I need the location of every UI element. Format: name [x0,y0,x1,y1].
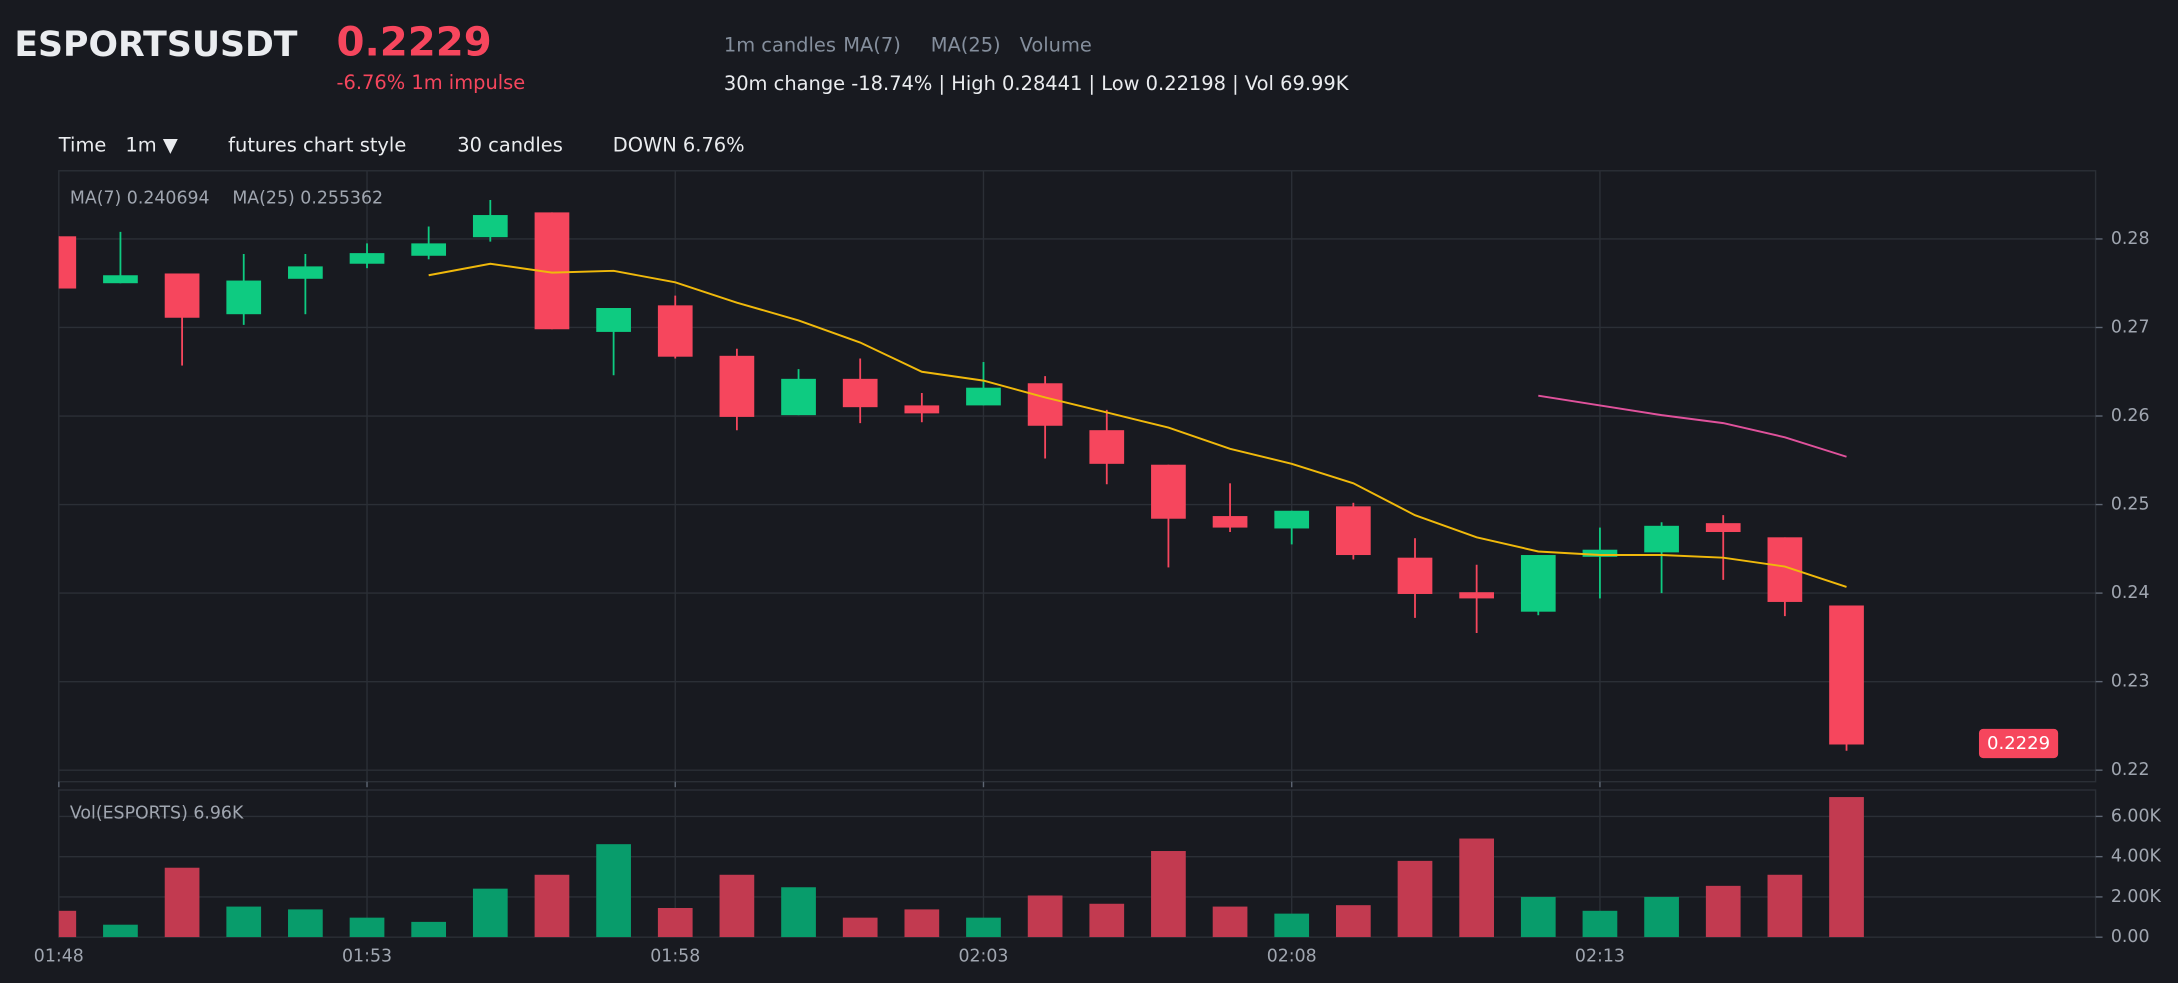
volume-bar [596,844,631,938]
toolbar-label: Time [58,133,107,156]
x-tick-label: 02:08 [1267,947,1317,967]
volume-bar [1212,906,1248,938]
x-tick-label: 01:53 [342,947,392,967]
candle-body [1027,383,1063,426]
y-tick-label: 6.00K [2111,806,2162,826]
candle-body [904,405,940,414]
volume-bar [1089,903,1125,938]
volume-bar [1151,851,1186,938]
volume-bar [657,907,693,938]
candle-body [657,305,693,357]
legend-item: 1m candles [724,33,836,56]
volume-bar [904,909,940,938]
candle-body [58,236,77,289]
volume-bar [534,874,570,938]
candle-body [103,275,138,284]
candle-body [1397,557,1433,594]
volume-bar [1767,874,1803,938]
y-tick-label: 2.00K [2111,887,2162,907]
volume-bar [966,917,1001,938]
price-tag [1978,728,2059,759]
candle-body [472,215,508,238]
candle-body [1274,510,1310,529]
volume-bar [719,874,755,938]
y-tick-label: 0.25 [2111,495,2150,515]
candle-body [164,273,200,318]
volume-bar [411,921,447,938]
candle-body [288,266,323,279]
candle-body [1829,605,1864,745]
legend-item: Volume [1020,33,1092,56]
price-plot [58,170,2096,782]
volume-bar [1829,797,1864,938]
volume-bar [472,888,508,938]
volume-bar [1644,896,1679,938]
candle-count: 30 candles [457,133,563,156]
legend-item: MA(7) [843,33,901,56]
volume-plot [58,790,2096,938]
y-tick-label: 0.28 [2111,229,2150,249]
candle-body [1705,523,1741,533]
candle-body [411,243,447,256]
chart-style[interactable]: futures chart style [228,133,406,156]
candle-body [842,378,878,408]
candle-body [1644,525,1679,553]
candle-body [719,355,755,417]
volume-bar [226,906,262,938]
candle-body [781,378,816,416]
x-tick-label: 02:03 [958,947,1008,967]
y-tick-label: 0.24 [2111,583,2150,603]
x-tick-label: 01:48 [34,947,84,967]
x-tick-label: 01:58 [650,947,700,967]
candle-body [1151,464,1186,519]
candle-body [349,253,385,264]
candle-body [226,280,262,315]
y-tick-label: 0.23 [2111,672,2150,692]
y-tick-label: 0.22 [2111,760,2150,780]
volume-bar [842,917,878,938]
candle-body [1459,592,1495,599]
volume-bar [349,917,385,938]
volume-bar [1459,838,1495,938]
y-tick-label: 4.00K [2111,847,2162,867]
volume-bar [1335,905,1371,938]
y-tick-label: 0.27 [2111,317,2150,337]
volume-bar [1582,910,1618,938]
volume-bar [164,867,200,938]
volume-bar [58,910,77,938]
last-price: 0.2229 [336,19,491,65]
volume-bar [781,887,816,938]
ma-label: MA(7) 0.240694 [70,189,210,209]
ma-line [1538,394,1847,458]
volume-bar [1274,913,1310,938]
direction: DOWN 6.76% [613,133,745,156]
volume-label: Vol(ESPORTS) 6.96K [70,804,244,824]
price-tag-text: 0.2229 [1987,733,2050,754]
y-tick-label: 0.00 [2111,927,2150,947]
candle-body [1520,555,1556,612]
volume-bar [103,924,138,938]
candle-body [1582,549,1618,557]
legend-item: MA(25) [931,33,1001,56]
symbol: ESPORTSUSDT [14,25,297,65]
candle-body [1089,430,1125,464]
ma-line [428,262,1847,588]
impulse: -6.76% 1m impulse [336,71,525,94]
ma-label: MA(25) 0.255362 [232,189,383,209]
candle-body [1335,506,1371,556]
volume-bar [1705,885,1741,938]
volume-bar [1027,895,1063,938]
volume-bar [288,909,323,938]
y-tick-label: 0.26 [2111,406,2150,426]
candle-body [1212,516,1248,528]
x-tick-label: 02:13 [1575,947,1625,967]
stats: 30m change -18.74% | High 0.28441 | Low … [724,72,1350,95]
candle-body [966,387,1001,406]
candle-body [596,308,631,332]
interval-select[interactable]: 1m ▼ [125,133,177,156]
volume-bar [1397,860,1433,938]
volume-bar [1520,896,1556,938]
